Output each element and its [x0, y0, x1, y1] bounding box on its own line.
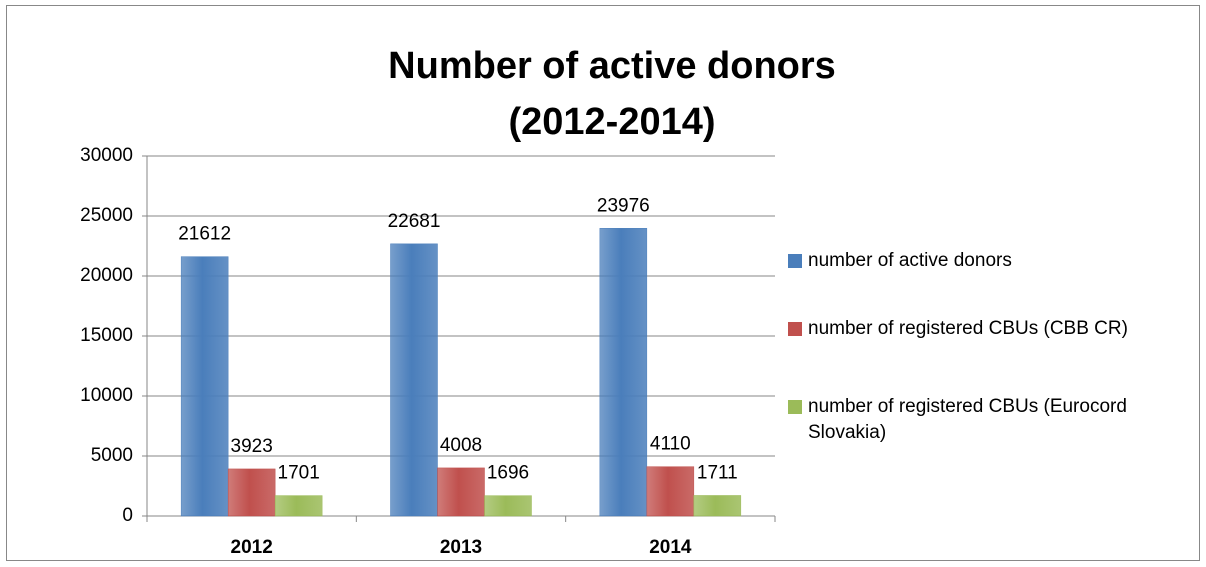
y-tick-label: 5000	[91, 445, 133, 466]
legend-label: number of registered CBUs (CBB CR)	[808, 318, 1128, 339]
x-tick-label: 2012	[231, 537, 273, 558]
bar	[646, 466, 695, 517]
x-tick-label: 2014	[649, 537, 692, 558]
chart-title: Number of active donors (2012-2014)	[388, 45, 836, 143]
bar	[274, 495, 323, 517]
y-tick-label: 30000	[80, 145, 133, 166]
bar	[484, 495, 532, 517]
data-label: 1711	[697, 462, 738, 483]
bar	[599, 228, 648, 517]
bar	[390, 243, 438, 517]
x-tick-label: 2013	[440, 537, 482, 558]
data-label: 4008	[440, 435, 482, 456]
bar	[693, 495, 742, 517]
data-label: 23976	[597, 195, 650, 216]
legend-label: number of registered CBUs (Eurocord Slov…	[808, 396, 1127, 443]
data-label: 1701	[278, 463, 320, 484]
bar	[437, 467, 485, 517]
y-tick-label: 15000	[80, 325, 133, 346]
y-tick-label: 20000	[80, 265, 133, 286]
legend-item: number of registered CBUs (Eurocord Slov…	[788, 394, 1188, 446]
y-tick-label: 25000	[80, 205, 133, 226]
legend-item: number of registered CBUs (CBB CR)	[788, 316, 1188, 342]
bar	[227, 468, 276, 517]
y-tick-label: 0	[122, 505, 133, 526]
bar	[180, 256, 229, 517]
legend-label: number of active donors	[808, 250, 1012, 271]
data-label: 1696	[487, 463, 529, 484]
data-label: 4110	[650, 434, 691, 455]
legend-swatch	[788, 254, 802, 268]
y-tick-label: 10000	[80, 385, 133, 406]
chart-border	[6, 5, 1200, 561]
legend-item: number of active donors	[788, 248, 1188, 274]
legend-swatch	[788, 322, 802, 336]
data-label: 22681	[388, 211, 441, 232]
data-label: 21612	[178, 224, 231, 245]
data-label: 3923	[231, 436, 273, 457]
legend-swatch	[788, 400, 802, 414]
